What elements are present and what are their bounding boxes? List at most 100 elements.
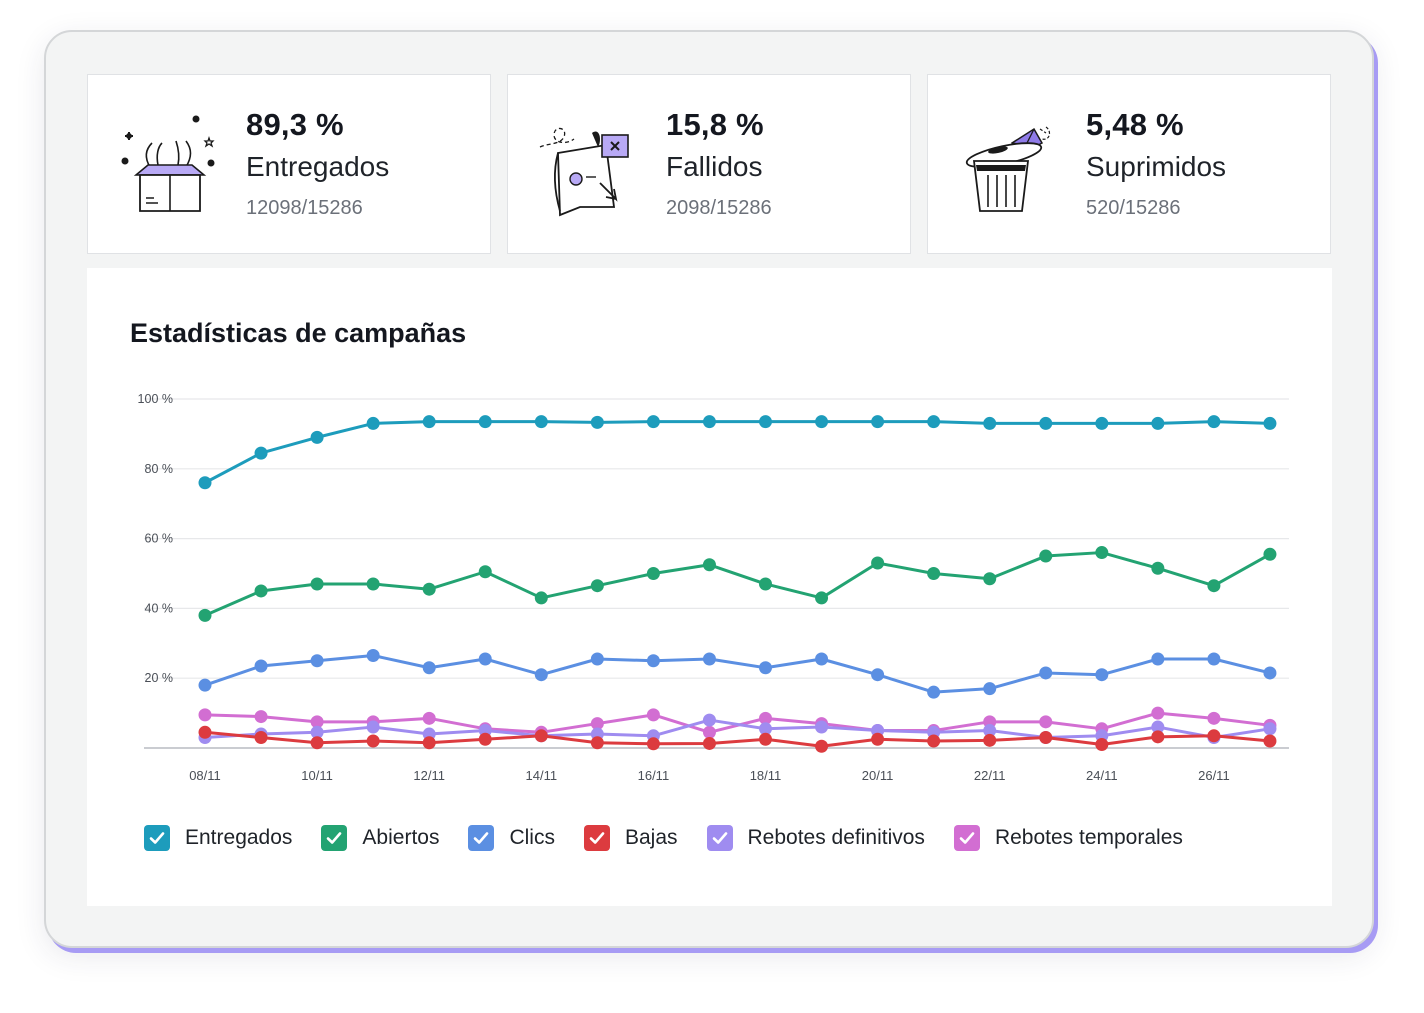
- legend-item-rebotes-temporales[interactable]: Rebotes temporales: [953, 825, 1183, 851]
- data-point: [478, 652, 492, 666]
- data-point: [590, 652, 604, 666]
- data-point: [1263, 666, 1277, 680]
- data-point: [198, 708, 212, 722]
- data-point: [871, 556, 885, 570]
- data-point: [310, 577, 324, 591]
- series-abiertos: [198, 546, 1277, 622]
- campaign-stats-panel: Estadísticas de campañas 100 % 80 % 60 % 40…: [87, 268, 1332, 906]
- legend-label: Bajas: [624, 826, 678, 849]
- x-tick-label: 12/11: [413, 768, 445, 783]
- suppressed-count: 520/15286: [1086, 197, 1181, 219]
- data-point: [1207, 415, 1221, 429]
- data-point: [590, 415, 604, 429]
- data-point: [983, 733, 997, 747]
- data-point: [590, 717, 604, 731]
- checkbox-checked-icon[interactable]: [468, 825, 495, 851]
- data-point: [1207, 711, 1221, 725]
- data-point: [198, 678, 212, 692]
- failed-envelope-icon: [539, 127, 629, 217]
- data-point: [422, 415, 436, 429]
- legend-item-rebotes-definitivos[interactable]: Rebotes definitivos: [706, 825, 925, 851]
- data-point: [366, 416, 380, 430]
- data-point: [1207, 652, 1221, 666]
- data-point: [1039, 416, 1053, 430]
- series-line: [203, 730, 1272, 748]
- data-point: [254, 710, 268, 724]
- checkbox-checked-icon[interactable]: [953, 825, 980, 851]
- data-point: [1207, 729, 1221, 743]
- data-point: [1151, 720, 1165, 734]
- series-clics: [198, 649, 1277, 699]
- data-point: [478, 565, 492, 579]
- data-point: [1151, 652, 1165, 666]
- data-point: [1095, 668, 1109, 682]
- data-point: [198, 725, 212, 739]
- legend-item-clics[interactable]: Clics: [468, 825, 555, 851]
- open-box-icon: [121, 115, 215, 212]
- delivered-count: 12098/15286: [246, 197, 363, 219]
- stat-card-suppressed: 5,48 % Suprimidos 520/15286: [927, 74, 1331, 254]
- data-point: [366, 577, 380, 591]
- data-point: [1151, 561, 1165, 575]
- line-chart: 100 % 80 % 60 % 40 % 20 % 08/11 10/11 12/11 14/1…: [138, 392, 1289, 783]
- data-point: [1151, 706, 1165, 720]
- data-point: [590, 736, 604, 750]
- data-point: [759, 722, 772, 736]
- data-point: [983, 572, 997, 586]
- data-point: [702, 415, 716, 429]
- checkbox-checked-icon[interactable]: [706, 825, 733, 851]
- failed-count: 2098/15286: [666, 197, 772, 219]
- data-point: [702, 558, 716, 572]
- data-point: [590, 579, 604, 593]
- legend-item-bajas[interactable]: Bajas: [583, 825, 678, 851]
- data-point: [1263, 416, 1277, 430]
- checkbox-checked-icon[interactable]: [583, 825, 610, 851]
- data-point: [927, 734, 941, 748]
- legend-label: Rebotes temporales: [994, 826, 1183, 849]
- data-point: [366, 720, 380, 734]
- data-point: [422, 711, 436, 725]
- legend-item-entregados[interactable]: Entregados: [144, 825, 292, 851]
- y-tick-label: 100 %: [138, 392, 173, 406]
- data-point: [310, 654, 324, 668]
- legend-label: Clics: [509, 826, 555, 849]
- x-tick-label: 18/11: [750, 768, 782, 783]
- data-point: [254, 446, 268, 460]
- checkbox-checked-icon[interactable]: [144, 825, 170, 851]
- data-point: [646, 567, 660, 580]
- series-bajas: [198, 725, 1277, 753]
- x-tick-label: 16/11: [638, 768, 670, 783]
- data-point: [1039, 731, 1053, 745]
- data-point: [254, 659, 268, 673]
- legend-label: Rebotes definitivos: [747, 826, 925, 849]
- data-point: [983, 724, 997, 738]
- trash-bin-icon: [965, 126, 1051, 212]
- data-point: [646, 708, 660, 722]
- data-point: [198, 476, 212, 490]
- data-point: [254, 584, 268, 598]
- data-point: [310, 430, 324, 444]
- data-point: [534, 729, 548, 743]
- series-line: [203, 711, 1272, 734]
- legend-item-abiertos[interactable]: Abiertos: [321, 825, 439, 851]
- series-line: [203, 551, 1272, 617]
- checkbox-checked-icon[interactable]: [321, 825, 348, 851]
- data-point: [759, 711, 772, 725]
- x-tick-label: 24/11: [1086, 768, 1118, 783]
- data-point: [646, 654, 660, 668]
- series-rebotes-definitivos: [198, 713, 1277, 745]
- x-tick-label: 08/11: [189, 768, 221, 783]
- x-tick-label: 22/11: [974, 768, 1006, 783]
- suppressed-percent: 5,48 %: [1086, 107, 1184, 142]
- data-point: [759, 577, 772, 591]
- data-point: [1095, 416, 1109, 430]
- data-point: [254, 731, 268, 745]
- data-point: [422, 661, 436, 675]
- suppressed-label: Suprimidos: [1086, 151, 1227, 182]
- data-point: [815, 652, 829, 666]
- data-point: [1039, 549, 1053, 563]
- data-point: [646, 415, 660, 429]
- data-point: [702, 736, 716, 750]
- data-point: [1263, 547, 1277, 561]
- data-point: [1039, 666, 1053, 680]
